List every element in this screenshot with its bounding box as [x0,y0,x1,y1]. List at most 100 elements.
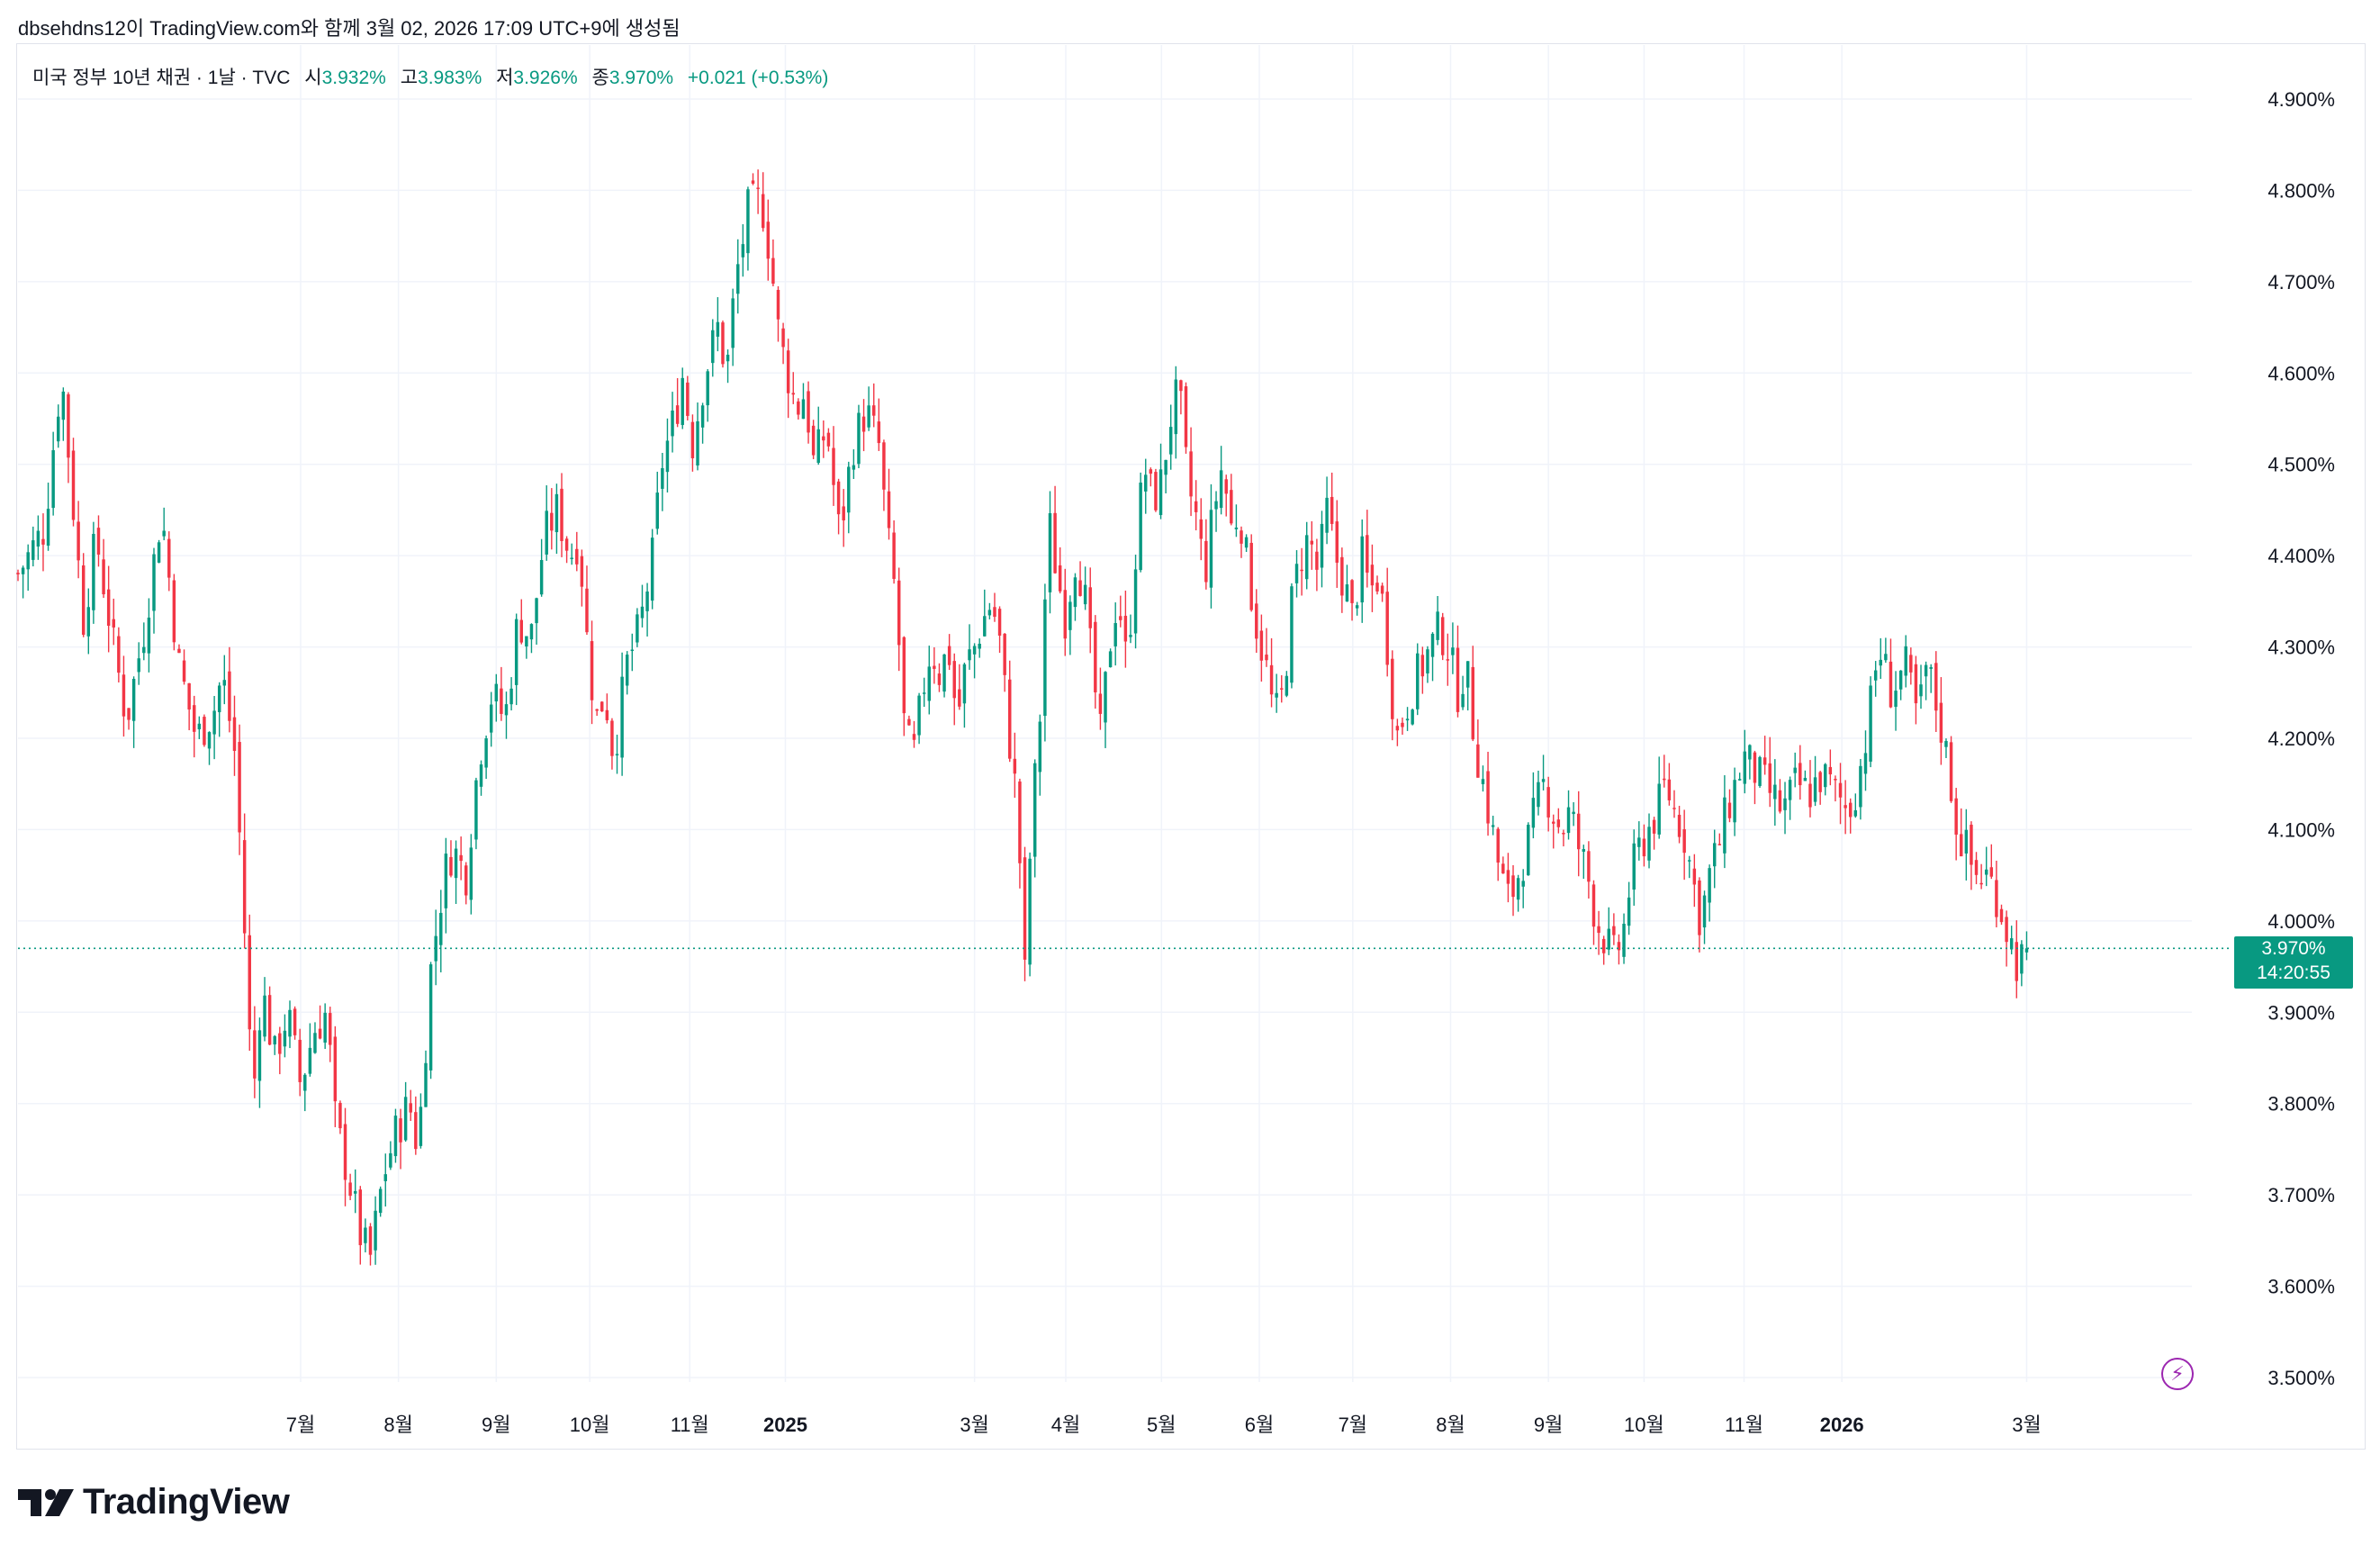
candle-body [187,682,191,710]
candle-body [61,391,66,420]
candle-body [131,678,136,721]
candle-body [1098,693,1103,714]
candle-body [207,732,212,749]
y-tick-label: 3.500% [2267,1367,2335,1389]
candle-body [766,221,771,259]
lightning-icon[interactable]: ⚡ [2161,1358,2194,1390]
candle-body [590,641,594,700]
candle-body [1465,661,1470,688]
candle-body [102,559,105,595]
last-price-tag: 3.970% 14:20:55 [2234,936,2353,989]
candle-body [257,1030,262,1081]
candle-body [1018,782,1022,863]
candle-body [368,1226,373,1255]
candle-body [983,616,987,637]
candle-body [1335,521,1339,563]
candle-body [1320,523,1324,568]
candle-body [36,530,41,547]
candle-body [1612,926,1616,935]
candle-body [525,636,528,646]
candle-body [822,436,825,441]
legend-close-value: 3.970% [609,68,674,88]
candle-body [1562,833,1565,835]
candle-body [1240,530,1243,544]
candle-body [197,723,202,730]
candle-body [1168,427,1173,455]
candle-body [1995,880,1998,917]
candle-body [962,664,967,704]
candle-body [167,538,171,578]
candle-body [1799,763,1802,786]
candle-body [77,521,80,561]
candle-body [1834,779,1837,781]
candle-body [1944,741,1948,747]
candle-body [1723,797,1726,854]
candle-body [1430,633,1435,657]
candle-body [122,674,126,717]
candle-body [811,425,816,456]
candle-body [323,1012,327,1043]
y-tick-label: 4.300% [2267,637,2335,659]
y-tick-label: 4.100% [2267,818,2335,841]
legend-low-value: 3.926% [513,68,578,88]
candle-body [1717,844,1722,845]
candle-body [610,720,614,756]
candle-body [1451,647,1455,655]
candle-body [1234,527,1239,529]
candle-body [1184,386,1188,447]
candle-body [1355,605,1359,609]
x-tick-label: 3월 [960,1414,988,1436]
candle-body [1652,819,1656,834]
candle-body [585,588,589,633]
candle-body [1380,585,1384,594]
candle-body [1773,784,1777,800]
y-tick-label: 3.600% [2267,1276,2335,1298]
y-tick-label: 4.800% [2267,179,2335,202]
candle-body [1778,790,1782,812]
tradingview-logo[interactable]: TradingView [18,1482,290,1522]
candle-body [887,491,891,529]
candle-body [842,506,845,520]
candle-body [570,557,573,559]
candle-body [117,636,121,673]
candle-body [177,648,181,654]
candle-body [1914,664,1918,704]
candle-body [1275,692,1278,698]
candle-body [550,512,554,531]
candle-body [786,350,790,393]
candle-body [86,607,91,637]
candle-body [1078,580,1082,596]
candle-body [1863,753,1868,774]
candle-body [947,646,951,665]
candle-body [439,912,443,945]
candle-body [419,1107,423,1146]
candle-body [459,854,463,862]
candle-body [1924,664,1928,677]
candle-body [303,1074,307,1091]
candle-body [484,738,488,768]
candle-body [1290,586,1294,683]
candle-body [826,432,831,447]
candle-body [1013,758,1017,774]
candle-body [1023,857,1027,960]
candle-body [424,1062,428,1107]
candle-body [706,371,709,406]
candle-body [1189,451,1193,497]
candle-body [1566,807,1571,834]
candle-body [1119,616,1122,620]
tradingview-logo-text: TradingView [83,1482,290,1522]
candle-body [1537,782,1540,808]
candle-body [41,538,45,545]
candle-body [1541,779,1546,782]
legend-high-value: 3.983% [418,68,482,88]
candle-body [1824,763,1827,788]
candle-body [942,654,946,692]
candle-body [690,421,695,458]
candle-body [952,661,956,699]
candle-body [1552,821,1555,824]
candle-body [267,995,272,1045]
candle-body [1708,868,1711,903]
candle-body [731,298,735,348]
candle-body [675,405,680,424]
